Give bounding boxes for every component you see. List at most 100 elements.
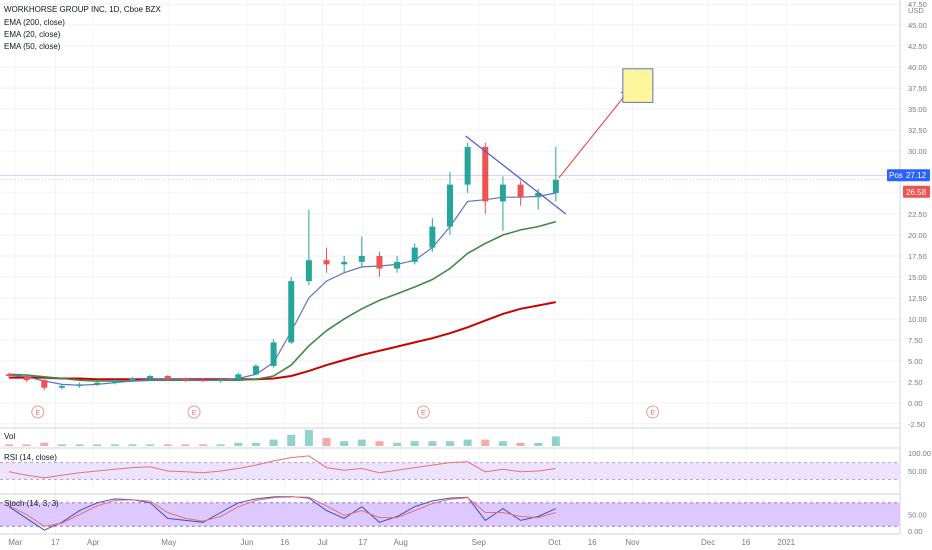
- candle-26: [464, 142, 471, 194]
- price-tick-17: 2.50: [908, 378, 923, 387]
- price-tick-16: 5.00: [908, 357, 923, 366]
- candle-body-12: [217, 379, 224, 382]
- time-tick-1: 17: [51, 538, 60, 547]
- earnings-marker-2[interactable]: E: [416, 405, 430, 419]
- volume-bar-6: [110, 444, 119, 446]
- legend-ema50[interactable]: EMA (50, close): [4, 42, 61, 51]
- stoch-k-line: [8, 496, 557, 531]
- legend-ema20[interactable]: EMA (20, close): [4, 30, 61, 39]
- time-tick-5: 16: [280, 538, 289, 547]
- volume-bar-16: [287, 434, 296, 446]
- candle-13: [235, 372, 242, 381]
- post-badge[interactable]: Post: [887, 169, 906, 182]
- candle-body-0: [6, 374, 12, 376]
- volume-bar-26: [463, 439, 472, 446]
- earnings-marker-0[interactable]: E: [31, 405, 45, 419]
- candle-10: [182, 377, 189, 382]
- candle-12: [217, 377, 224, 383]
- volume-bar-8: [146, 444, 155, 446]
- candle-body-25: [447, 184, 453, 227]
- candle-6: [111, 379, 118, 385]
- earnings-marker-3[interactable]: E: [646, 405, 660, 419]
- ema200-line: [9, 301, 556, 381]
- volume-pane-label[interactable]: Vol: [4, 432, 15, 441]
- earnings-label-1: E: [192, 410, 197, 417]
- earnings-marker-1[interactable]: E: [187, 405, 201, 419]
- time-tick-2: Apr: [87, 538, 100, 547]
- post-price-tag[interactable]: 27.12: [903, 169, 930, 182]
- legend-ema200[interactable]: EMA (200, close): [4, 18, 65, 27]
- rsi-line: [8, 455, 556, 479]
- volume-bar-31: [551, 436, 560, 446]
- rsi-tick-1: 50.00: [908, 467, 927, 476]
- candle-body-26: [464, 146, 471, 185]
- volume-bar-30: [534, 442, 543, 446]
- price-tick-11: 17.50: [908, 252, 927, 261]
- candle-20: [358, 236, 365, 267]
- candle-body-9: [164, 375, 171, 380]
- time-tick-9: Sep: [472, 538, 487, 547]
- volume-bar-2: [40, 442, 49, 446]
- volume-bar-14: [251, 442, 260, 446]
- candle-8: [147, 375, 154, 381]
- candle-22: [394, 255, 401, 273]
- volume-bar-13: [234, 442, 243, 446]
- time-tick-7: 17: [358, 538, 367, 547]
- candle-body-28: [499, 184, 506, 202]
- volume-bar-28: [498, 441, 507, 446]
- drawings[interactable]: [0, 68, 900, 215]
- price-tick-0: 47.50: [908, 0, 927, 9]
- ema20-line: [8, 192, 556, 386]
- candle-body-19: [341, 261, 348, 265]
- volume-bar-18: [322, 438, 331, 446]
- last-price-tag-bg: [903, 185, 930, 198]
- time-tick-13: Dec: [701, 538, 715, 547]
- earnings-circle-0: [31, 405, 45, 419]
- volume-bar-9: [163, 444, 172, 446]
- candle-17: [305, 209, 312, 286]
- volume-bar-12: [216, 444, 225, 446]
- price-tick-12: 15.00: [908, 273, 927, 282]
- time-tick-15: 2021: [777, 538, 795, 547]
- ema50-line: [8, 220, 557, 382]
- candle-body-4: [76, 384, 83, 387]
- axes: 47.50 45.00 42.50 40.00 37.50 35.00 32.50 30.00…: [8, 0, 931, 547]
- candle-5: [94, 381, 101, 387]
- stoch-pane-label[interactable]: Stoch (14, 3, 3): [4, 499, 59, 508]
- price-tick-9: 22.50: [908, 210, 927, 219]
- volume-bar-25: [446, 441, 454, 446]
- candle-body-18: [323, 260, 330, 265]
- volume-bar-20: [357, 439, 366, 446]
- projection-arrow: [558, 90, 630, 179]
- stoch-pane: [8, 496, 557, 531]
- candle-body-27: [482, 146, 489, 202]
- last-price-tag[interactable]: 26.58: [903, 185, 930, 198]
- candle-body-20: [358, 255, 365, 262]
- price-tick-2: 42.50: [908, 42, 927, 51]
- time-tick-10: Oct: [548, 538, 561, 547]
- price-tick-14: 10.00: [908, 315, 927, 324]
- rsi-band: [0, 462, 900, 480]
- price-tick-4: 37.50: [908, 84, 927, 93]
- time-tick-6: Jul: [317, 538, 327, 547]
- candle-3: [58, 384, 65, 390]
- candle-16: [288, 276, 295, 345]
- candle-15: [270, 339, 277, 368]
- candle-body-14: [252, 365, 259, 375]
- earnings-label-2: E: [421, 410, 426, 417]
- candle-body-23: [411, 247, 418, 262]
- rsi-pane-label[interactable]: RSI (14, close): [4, 453, 57, 462]
- candle-11: [200, 378, 207, 382]
- candle-4: [76, 382, 83, 388]
- volume-bar-3: [57, 444, 66, 446]
- volume-bar-10: [181, 444, 190, 446]
- post-badge-bg: [887, 169, 905, 182]
- grid-lines: [0, 0, 901, 535]
- candle-body-29: [517, 184, 524, 198]
- candle-body-17: [305, 260, 312, 282]
- candles[interactable]: [6, 142, 559, 391]
- volume-bar-1: [22, 444, 31, 446]
- time-tick-14: 16: [741, 538, 750, 547]
- price-tick-19: -2.50: [908, 420, 925, 429]
